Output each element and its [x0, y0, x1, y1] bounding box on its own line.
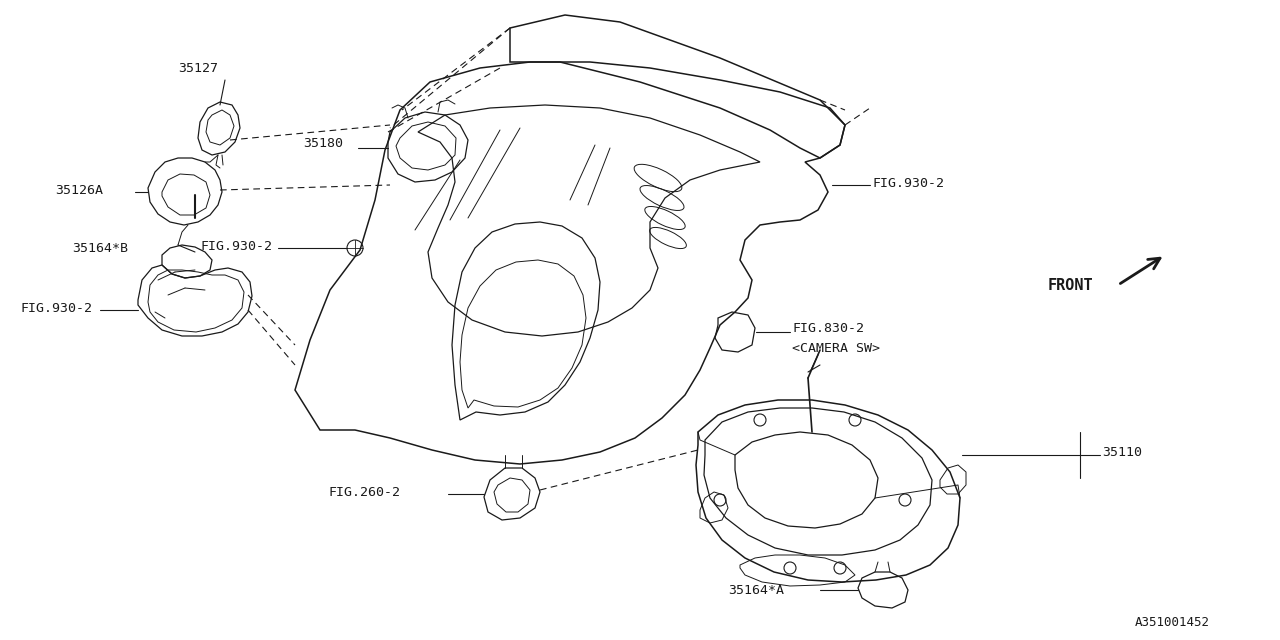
Text: FIG.260-2: FIG.260-2: [328, 486, 401, 499]
Text: A351001452: A351001452: [1135, 616, 1210, 628]
Text: FRONT: FRONT: [1048, 278, 1093, 292]
Text: 35164*A: 35164*A: [728, 584, 785, 596]
Text: FIG.930-2: FIG.930-2: [872, 177, 945, 189]
Text: FIG.930-2: FIG.930-2: [200, 239, 273, 253]
Text: FIG.930-2: FIG.930-2: [20, 301, 92, 314]
Text: 35164*B: 35164*B: [72, 241, 128, 255]
Text: 35180: 35180: [303, 136, 343, 150]
Text: 35127: 35127: [178, 61, 218, 74]
Text: 35110: 35110: [1102, 447, 1142, 460]
Text: 35126A: 35126A: [55, 184, 102, 196]
Text: <CAMERA SW>: <CAMERA SW>: [792, 342, 881, 355]
Text: FIG.830-2: FIG.830-2: [792, 321, 864, 335]
